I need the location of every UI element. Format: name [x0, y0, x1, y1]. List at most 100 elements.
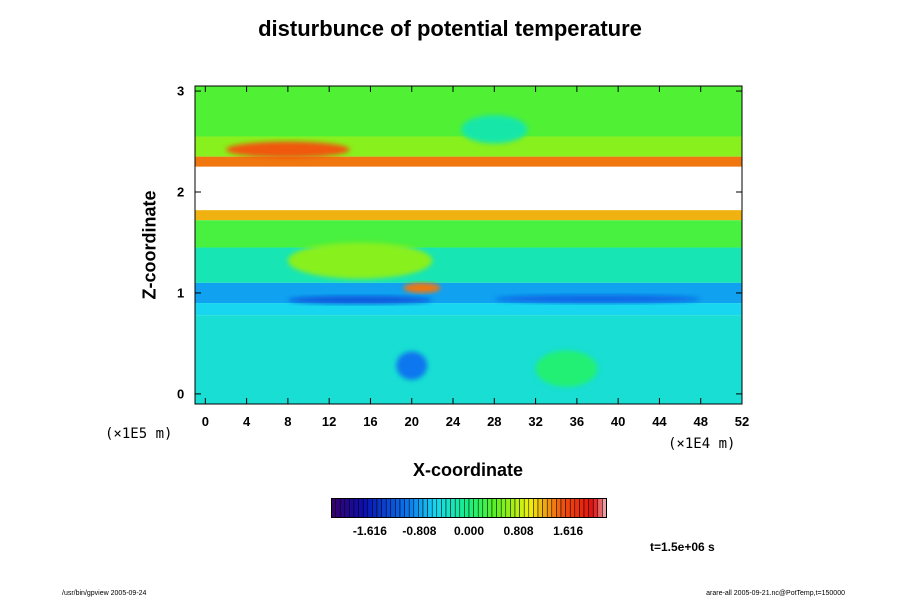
colorbar-swatch — [510, 497, 516, 519]
colorbar-label: -1.616 — [352, 524, 387, 538]
x-axis-scale-label: (×1E4 m) — [668, 436, 736, 452]
x-axis-label: X-coordinate — [412, 460, 524, 480]
colorbar-swatch — [441, 497, 447, 519]
colorbar-swatch — [592, 497, 599, 519]
field-band — [195, 166, 742, 211]
colorbar-swatch — [533, 497, 539, 519]
colorbar-swatch — [560, 497, 566, 519]
x-tick-label: 20 — [404, 414, 419, 429]
colorbar-swatch — [496, 497, 502, 519]
y-tick-label: 3 — [177, 83, 185, 99]
colorbar-swatch — [487, 497, 493, 519]
field-band — [195, 220, 742, 248]
colorbar-swatch — [395, 497, 401, 519]
x-tick-label: 40 — [610, 414, 626, 429]
colorbar-swatch — [565, 497, 571, 519]
time-label: t=1.5e+06 s — [650, 540, 715, 554]
colorbar-swatch — [556, 497, 562, 519]
x-tick-label: 12 — [321, 414, 337, 429]
colorbar-swatch — [537, 497, 543, 519]
colorbar-swatch — [422, 497, 428, 519]
colorbar-swatch — [473, 497, 479, 519]
x-tick-label: 32 — [528, 414, 543, 429]
colorbar-swatch — [583, 497, 589, 519]
x-tick-label: 4 — [242, 414, 251, 429]
colorbar-swatch — [339, 497, 346, 519]
colorbar-swatch — [597, 497, 603, 519]
chart-title: disturbunce of potential temperature — [258, 16, 642, 41]
colorbar-swatch — [385, 497, 392, 519]
colorbar-swatch — [588, 497, 594, 519]
colorbar-label: 1.616 — [553, 524, 584, 538]
colorbar-swatch — [459, 497, 465, 519]
colorbar-swatch — [519, 497, 525, 519]
colorbar-frame — [331, 498, 607, 518]
colorbar-swatch — [381, 497, 387, 519]
field-band — [195, 210, 742, 221]
colorbar-label: -0.808 — [402, 524, 437, 538]
field-band — [195, 303, 742, 316]
plot-frame — [194, 85, 743, 405]
colorbar-swatch — [349, 497, 355, 519]
colorbar-swatch — [418, 497, 424, 519]
colorbar — [330, 497, 608, 519]
heatmap-plot — [194, 85, 743, 405]
colorbar-swatch — [468, 497, 474, 519]
colorbar-swatch — [445, 497, 451, 519]
colorbar-swatch — [505, 497, 511, 519]
field-feature — [494, 294, 701, 304]
colorbar-swatch — [574, 497, 580, 519]
colorbar-swatch — [482, 497, 488, 519]
colorbar-swatch — [376, 497, 382, 519]
field-feature — [287, 295, 433, 305]
x-tick-label: 44 — [652, 414, 667, 429]
colorbar-swatch — [491, 497, 497, 519]
colorbar-swatch — [404, 497, 410, 519]
footer-source: arare-all 2005-09-21.nc@PotTemp,t=150000 — [706, 590, 845, 597]
colorbar-swatch — [528, 497, 534, 519]
field-feature — [225, 141, 350, 158]
y-tick-label: 1 — [177, 285, 185, 301]
y-tick-label: 2 — [177, 184, 185, 200]
colorbar-label: 0.000 — [453, 524, 485, 538]
colorbar-swatch — [335, 497, 341, 519]
x-tick-label: 24 — [445, 414, 461, 429]
colorbar-swatch — [427, 497, 433, 519]
field-feature — [403, 282, 441, 293]
footer-command: /usr/bin/gpview 2005-09-24 — [62, 590, 147, 597]
y-axis-scale-label: (×1E5 m) — [105, 426, 173, 442]
field-band — [195, 156, 742, 167]
colorbar-swatch — [569, 497, 576, 519]
colorbar-swatch — [464, 497, 470, 519]
x-tick-label: 8 — [284, 414, 292, 429]
colorbar-swatch — [399, 497, 405, 519]
colorbar-swatch — [413, 497, 419, 519]
colorbar-swatch — [344, 497, 350, 519]
x-tick-label: 36 — [569, 414, 585, 429]
colorbar-swatch — [546, 497, 553, 519]
colorbar-swatch — [523, 497, 530, 519]
colorbar-swatch — [551, 497, 557, 519]
colorbar-swatch — [450, 497, 456, 519]
colorbar-swatch — [579, 497, 585, 519]
x-tick-label: 16 — [363, 414, 378, 429]
colorbar-swatch — [358, 497, 364, 519]
colorbar-label: 0.808 — [503, 524, 534, 538]
colorbar-swatch — [500, 497, 507, 519]
colorbar-swatch — [367, 497, 373, 519]
colorbar-swatch — [542, 497, 548, 519]
colorbar-swatch — [372, 497, 378, 519]
field-feature — [535, 350, 598, 387]
colorbar-swatch — [477, 497, 484, 519]
colorbar-swatch — [362, 497, 369, 519]
x-tick-label: 28 — [487, 414, 502, 429]
field-feature — [461, 115, 528, 144]
colorbar-swatch — [454, 497, 461, 519]
colorbar-swatch — [436, 497, 442, 519]
x-tick-label: 48 — [693, 414, 708, 429]
field-band — [195, 247, 742, 283]
field-feature — [396, 351, 428, 380]
y-tick-label: 0 — [177, 386, 185, 402]
colorbar-swatch — [514, 497, 520, 519]
field-feature — [287, 242, 433, 279]
